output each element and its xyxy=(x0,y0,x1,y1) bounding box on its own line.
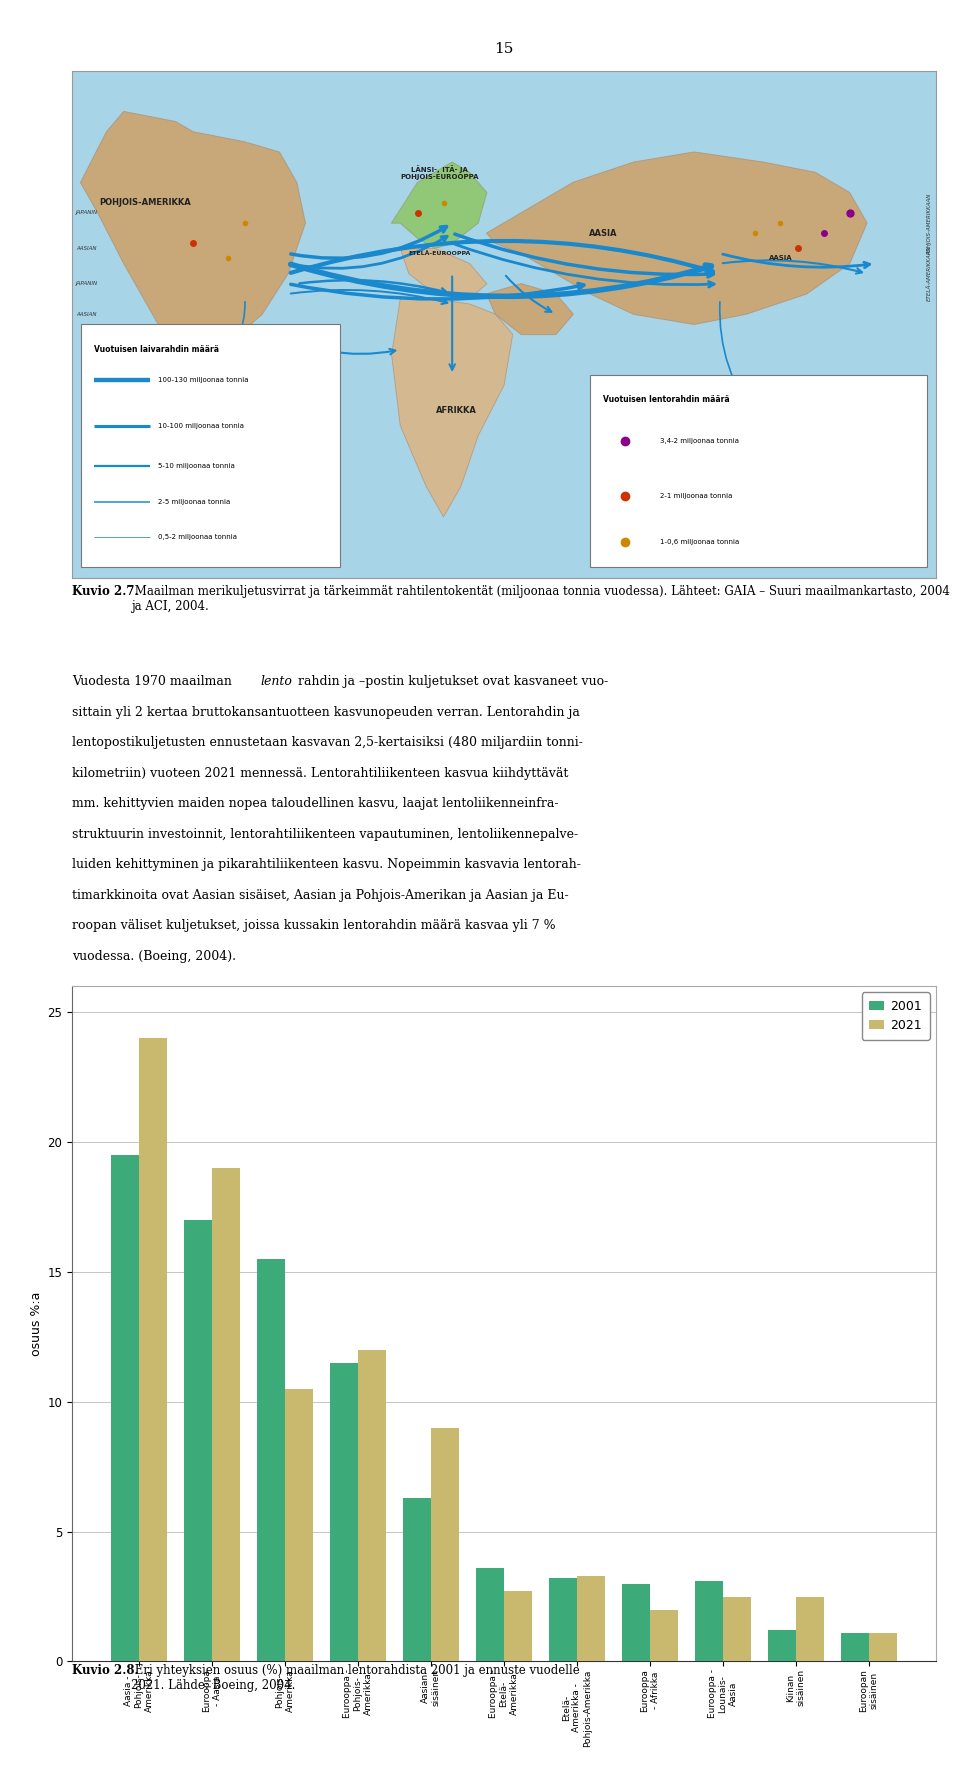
Text: ETELÄ-EUROOPPA: ETELÄ-EUROOPPA xyxy=(408,251,470,256)
Text: lento: lento xyxy=(260,675,292,688)
Text: Vuodesta 1970 maailman: Vuodesta 1970 maailman xyxy=(72,675,236,688)
Text: ETELÄ-AMERIKKAAN: ETELÄ-AMERIKKAAN xyxy=(926,245,931,302)
Bar xyxy=(622,1583,650,1661)
Text: LÄNSI-, ITÄ- JA
POHJOIS-EUROOPPA: LÄNSI-, ITÄ- JA POHJOIS-EUROOPPA xyxy=(400,165,478,179)
Bar xyxy=(431,1427,459,1661)
Bar xyxy=(590,375,927,567)
Text: Maailman merikuljetusvirrat ja tärkeimmät rahtilentokentät (miljoonaa tonnia vuo: Maailman merikuljetusvirrat ja tärkeimmä… xyxy=(131,585,949,613)
Text: POHJOIS-AMERIKKAAN: POHJOIS-AMERIKKAAN xyxy=(926,192,931,254)
Text: POHJOIS-AMERIKKA: POHJOIS-AMERIKKA xyxy=(100,199,191,208)
Text: sittain yli 2 kertaa bruttokansantuotteen kasvunopeuden verran. Lentorahdin ja: sittain yli 2 kertaa bruttokansantuottee… xyxy=(72,705,580,718)
Polygon shape xyxy=(400,249,487,299)
Text: AASIA: AASIA xyxy=(589,229,617,238)
Text: 3,4-2 miljoonaa tonnia: 3,4-2 miljoonaa tonnia xyxy=(660,437,738,444)
Text: 15: 15 xyxy=(494,43,514,55)
Text: AASIAN: AASIAN xyxy=(76,245,97,251)
Polygon shape xyxy=(711,416,841,506)
Text: 1-0,6 miljoonaa tonnia: 1-0,6 miljoonaa tonnia xyxy=(660,538,739,546)
Bar xyxy=(184,1221,212,1661)
Text: kilometriin) vuoteen 2021 mennessä. Lentorahtiliikenteen kasvua kiihdyttävät: kilometriin) vuoteen 2021 mennessä. Lent… xyxy=(72,766,568,780)
Bar xyxy=(695,1582,723,1661)
Text: Kuvio 2.7.: Kuvio 2.7. xyxy=(72,585,138,599)
Bar xyxy=(504,1592,532,1661)
Bar xyxy=(139,1038,167,1661)
Text: AASIA: AASIA xyxy=(769,256,792,261)
Bar xyxy=(257,1258,285,1661)
Bar xyxy=(723,1596,751,1661)
Text: AFRIKKA: AFRIKKA xyxy=(436,405,477,414)
Bar xyxy=(212,1167,240,1661)
Bar xyxy=(549,1578,577,1661)
Text: lentopostikuljetusten ennustetaan kasvavan 2,5-kertaisiksi (480 miljardiin tonni: lentopostikuljetusten ennustetaan kasvav… xyxy=(72,736,583,750)
Bar xyxy=(358,1351,386,1661)
Polygon shape xyxy=(81,112,305,355)
Text: struktuurin investoinnit, lentorahtiliikenteen vapautuminen, lentoliikennepalve-: struktuurin investoinnit, lentorahtiliik… xyxy=(72,828,578,841)
Bar xyxy=(869,1633,897,1661)
Bar xyxy=(796,1596,824,1661)
Text: 5-10 miljoonaa tonnia: 5-10 miljoonaa tonnia xyxy=(158,464,235,469)
Text: JAPANIN: JAPANIN xyxy=(76,210,99,215)
Bar xyxy=(330,1363,358,1661)
Legend: 2001, 2021: 2001, 2021 xyxy=(862,993,929,1040)
Polygon shape xyxy=(392,299,513,517)
Bar xyxy=(285,1390,313,1661)
Text: 100-130 miljoonaa tonnia: 100-130 miljoonaa tonnia xyxy=(158,377,249,384)
Text: Kuvio 2.8.: Kuvio 2.8. xyxy=(72,1663,138,1677)
Text: Eri yhteyksien osuus (%) maailman lentorahdista 2001 ja ennuste vuodelle
2021. L: Eri yhteyksien osuus (%) maailman lentor… xyxy=(131,1663,580,1692)
Text: mm. kehittyvien maiden nopea taloudellinen kasvu, laajat lentoliikenneinfra-: mm. kehittyvien maiden nopea taloudellin… xyxy=(72,798,559,810)
Bar xyxy=(476,1567,504,1661)
Polygon shape xyxy=(487,153,867,323)
Text: Vuotuisen lentorahdin määrä: Vuotuisen lentorahdin määrä xyxy=(604,394,730,403)
Bar xyxy=(111,1155,139,1661)
Bar xyxy=(577,1576,605,1661)
Text: rahdin ja –postin kuljetukset ovat kasvaneet vuo-: rahdin ja –postin kuljetukset ovat kasva… xyxy=(299,675,609,688)
Text: ETELÄ-AMERIKKA: ETELÄ-AMERIKKA xyxy=(199,471,274,482)
Text: timarkkinoita ovat Aasian sisäiset, Aasian ja Pohjois-Amerikan ja Aasian ja Eu-: timarkkinoita ovat Aasian sisäiset, Aasi… xyxy=(72,888,568,901)
Text: 0,5-2 miljoonaa tonnia: 0,5-2 miljoonaa tonnia xyxy=(158,535,237,540)
Text: 10-100 miljoonaa tonnia: 10-100 miljoonaa tonnia xyxy=(158,423,245,428)
Y-axis label: osuus %:a: osuus %:a xyxy=(30,1292,43,1356)
Text: JAPANIN: JAPANIN xyxy=(76,281,99,286)
Polygon shape xyxy=(487,284,573,334)
Bar xyxy=(768,1630,796,1661)
Text: AASIAN: AASIAN xyxy=(76,311,97,316)
Text: 2-1 miljoonaa tonnia: 2-1 miljoonaa tonnia xyxy=(660,494,732,499)
Text: AUSTRALIA: AUSTRALIA xyxy=(735,506,783,515)
Text: Vuotuisen laivarahdin määrä: Vuotuisen laivarahdin määrä xyxy=(93,345,219,354)
Text: vuodessa. (Boeing, 2004).: vuodessa. (Boeing, 2004). xyxy=(72,949,236,963)
Polygon shape xyxy=(392,162,487,249)
Bar xyxy=(650,1610,678,1661)
Text: roopan väliset kuljetukset, joissa kussakin lentorahdin määrä kasvaa yli 7 %: roopan väliset kuljetukset, joissa kussa… xyxy=(72,919,556,933)
Text: 2-5 miljoonaa tonnia: 2-5 miljoonaa tonnia xyxy=(158,499,230,505)
Polygon shape xyxy=(176,359,279,537)
Bar xyxy=(403,1498,431,1661)
Text: luiden kehittyminen ja pikarahtiliikenteen kasvu. Nopeimmin kasvavia lentorah-: luiden kehittyminen ja pikarahtiliikente… xyxy=(72,858,581,871)
Bar xyxy=(841,1633,869,1661)
Bar xyxy=(81,323,340,567)
